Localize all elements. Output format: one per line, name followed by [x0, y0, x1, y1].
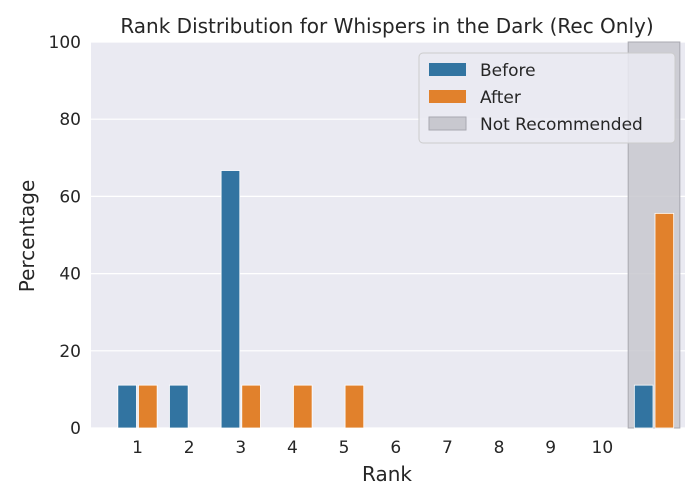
bar-after-2	[241, 384, 261, 429]
bar-after-0	[138, 384, 158, 429]
legend-swatch	[428, 116, 467, 131]
chart-title: Rank Distribution for Whispers in the Da…	[120, 14, 653, 38]
x-tick-label: 9	[545, 438, 556, 458]
x-tick-label: 5	[339, 438, 350, 458]
x-tick-label: 4	[287, 438, 298, 458]
bar-before-0	[117, 384, 137, 429]
y-tick-label: 20	[59, 342, 81, 362]
y-tick-label: 100	[49, 33, 81, 53]
bar-before-10	[633, 384, 654, 429]
legend-box	[418, 52, 676, 144]
bar-after-3	[293, 384, 313, 429]
y-tick-label: 40	[59, 265, 81, 285]
legend-swatch	[429, 90, 466, 103]
bar-before-2	[220, 170, 241, 429]
y-tick-label: 60	[59, 187, 81, 207]
legend-swatch	[429, 63, 466, 76]
legend: Before After Not Recommended	[418, 52, 676, 144]
x-tick-label: 10	[592, 438, 614, 458]
legend-label: After	[480, 88, 521, 108]
x-tick-label: 3	[235, 438, 246, 458]
x-tick-label: 6	[390, 438, 401, 458]
legend-label: Not Recommended	[480, 115, 643, 135]
x-tick-label: 1	[132, 438, 143, 458]
bar-after-4	[344, 384, 365, 429]
x-axis-label: Rank	[362, 462, 412, 486]
y-tick-label: 0	[70, 419, 81, 439]
legend-label: Before	[480, 61, 536, 81]
y-axis-label: Percentage	[15, 180, 39, 293]
bar-before-1	[169, 384, 189, 429]
x-tick-label: 8	[494, 438, 505, 458]
y-tick-label: 80	[59, 110, 81, 130]
x-tick-label: 2	[184, 438, 195, 458]
x-tick-label: 7	[442, 438, 453, 458]
bar-after-10	[654, 212, 675, 429]
